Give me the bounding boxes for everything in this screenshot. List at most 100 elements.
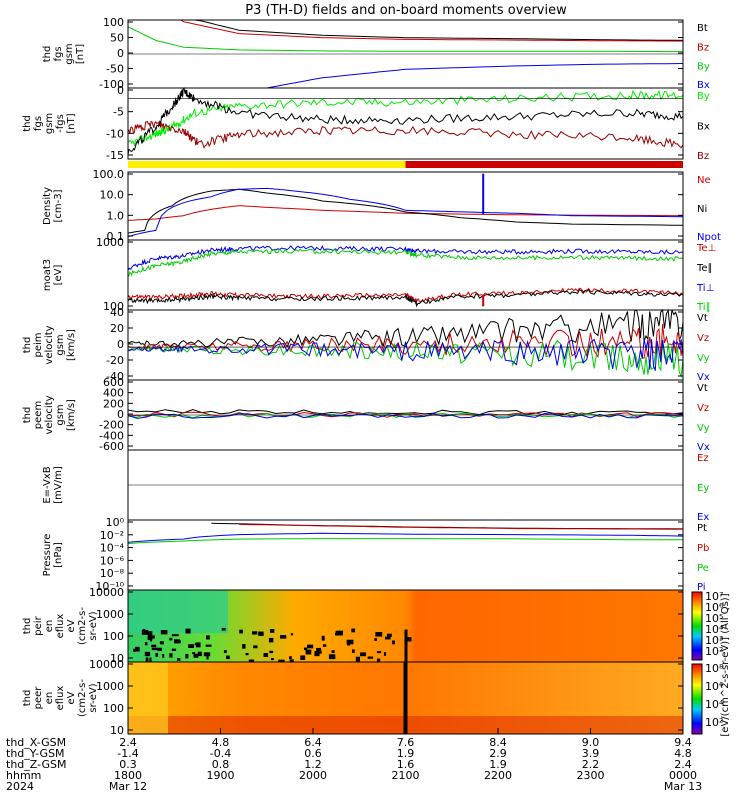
panel-temperature-series-Te∥ xyxy=(127,289,684,308)
panel-density-series-Ni xyxy=(127,188,684,234)
panel-peir_spec-gap xyxy=(268,637,274,643)
panel-peim_velocity-series-Vt xyxy=(127,308,684,348)
panel-temperature-legend-Ti∥: Ti∥ xyxy=(696,302,711,313)
plot-title: P3 (TH-D) fields and on-board moments ov… xyxy=(245,3,567,18)
panel-pressure-legend-Pb: Pb xyxy=(697,543,709,554)
panel-temperature-ylabel-line: [eV] xyxy=(53,265,64,286)
panel-peir_spec-ylabel-line: en xyxy=(44,620,55,633)
panel-temperature-ylabel-line: moat3 xyxy=(42,259,53,291)
panel-peim_velocity-ylabel-line: gsm xyxy=(55,334,66,355)
panel-fgs_gse_detail-ylabel-line: -fgs xyxy=(55,114,66,133)
panel-peer_spec-ytick-label: 10 xyxy=(110,724,124,737)
panel-pressure-series-Pi xyxy=(127,532,684,543)
panel-peir_spec-gap xyxy=(157,647,162,651)
panel-density-ytick-label: 1.0 xyxy=(107,209,125,222)
panel-peem_velocity-ylabel-line: [km/s] xyxy=(66,399,77,431)
panel-peir_spec-gap xyxy=(192,652,196,655)
panel-peim_velocity-ytick-label: 20 xyxy=(110,322,124,335)
panel-efield-legend-Ez: Ez xyxy=(697,453,709,464)
colorbar-bottom xyxy=(691,663,703,735)
panel-peir_spec-ytick-label: 10000 xyxy=(89,586,124,599)
panel-peer_spec-ytick-label: 100 xyxy=(103,702,124,715)
panel-peir_spec-gap xyxy=(269,628,275,633)
panel-peem_velocity-legend-Vx: Vx xyxy=(697,442,710,453)
panel-peir_spec-gap xyxy=(355,656,360,662)
panel-peir_spec-gap xyxy=(205,644,212,647)
panel-fgs_gsm-legend-Bz: Bz xyxy=(697,42,709,53)
panel-density-series-Npot xyxy=(127,187,684,238)
panel-temperature-ytick-label: 100 xyxy=(103,300,124,313)
panel-efield-legend-Ey: Ey xyxy=(697,483,709,494)
panel-peir_spec-gap xyxy=(305,649,312,655)
panel-peim_velocity-series-Vz xyxy=(127,324,684,359)
panel-peem_velocity-ytick-label: -600 xyxy=(99,440,124,453)
panel-temperature-series-Ti∥ xyxy=(127,248,684,277)
panel-peir_spec-gap xyxy=(289,656,292,660)
time-axis-value: 1.9 xyxy=(397,747,415,760)
panel-peim_velocity-ylabel-line: thd xyxy=(22,337,33,354)
panel-pressure-ylabel-line: Pressure xyxy=(42,534,53,577)
panel-peir_spec-gap xyxy=(169,653,173,658)
panel-peir_spec-gap xyxy=(145,657,149,662)
panel-fgs_gsm-ytick-label: -50 xyxy=(106,63,124,76)
time-axis-value: 6.4 xyxy=(304,736,322,749)
panel-peer_spec-ylabel-line: (cm2-s- xyxy=(77,679,88,717)
panel-peir_spec-ylabel-line: peir xyxy=(33,615,44,635)
panel-peim_velocity-ylabel-line: velocity xyxy=(44,325,55,364)
panel-peer_spec-ylabel-line: thd xyxy=(22,690,33,707)
panel-peir_spec-gap xyxy=(171,648,177,651)
panel-peir_spec-ylabel-line: (cm2-s- xyxy=(77,607,88,645)
panel-peim_velocity-legend-Vx: Vx xyxy=(697,372,710,383)
panel-peir_spec-gap xyxy=(328,654,336,660)
panel-fgs_gsm-series-By xyxy=(127,26,683,53)
panel-peir_spec-ylabel-line: thd xyxy=(22,618,33,635)
panel-fgs_gsm-ytick-label: -100 xyxy=(99,78,124,91)
panel-density-legend-Ni: Ni xyxy=(697,204,707,215)
panel-efield-ylabel-line: [mV/m] xyxy=(53,466,64,504)
panel-fgs_gse_detail-frame xyxy=(127,87,684,160)
panel-peir_spec-gap xyxy=(258,631,264,636)
panel-peer_spec-ylabel-line: en xyxy=(44,692,55,705)
panel-peir_spec-gap xyxy=(242,644,246,649)
panel-peem_velocity-ylabel-line: gsm xyxy=(55,404,66,425)
time-axis-value: 2.4 xyxy=(119,736,137,749)
colorbar-top-tick: 10⁵ xyxy=(705,612,723,625)
panel-peim_velocity-ytick-label: -20 xyxy=(106,354,124,367)
panel-fgs_gsm-ytick-label: 50 xyxy=(110,32,124,45)
panel-peir_spec-ylabel-line: eV xyxy=(66,619,77,632)
panel-peir_spec-gap xyxy=(160,629,168,635)
panel-pressure-ytick-label: 10⁻⁶ xyxy=(100,554,125,567)
panel-peem_velocity-ytick-label: -400 xyxy=(99,429,124,442)
time-axis-value: 2200 xyxy=(484,769,512,782)
panel-pressure-ytick-label: 10⁻² xyxy=(100,529,124,542)
colorbar-bottom-tick: 10⁴ xyxy=(705,698,724,711)
time-axis-value: 8.4 xyxy=(489,736,507,749)
panel-peir_spec-gap xyxy=(223,649,227,654)
colorbar-label: [eV/(cm^2-s-sr-eV)] (All Qs)] xyxy=(720,593,731,736)
panel-peir_spec-gap xyxy=(185,628,191,634)
time-axis-row-label: 2024 xyxy=(6,780,34,793)
panel-peir_spec-gap xyxy=(351,628,356,633)
panel-peir_spec-gap xyxy=(386,633,392,637)
panel-peim_velocity-ytick-label: 0 xyxy=(117,338,124,351)
panel-peir_spec-gap xyxy=(151,647,159,651)
panel-pressure-ytick-label: 10⁰ xyxy=(106,516,125,529)
time-axis-value: 2.4 xyxy=(674,758,692,771)
panel-peem_velocity-legend-Vz: Vz xyxy=(697,403,709,414)
panel-peir_spec-gap xyxy=(253,645,258,649)
panel-peir_spec-gap xyxy=(226,655,230,660)
panel-density-ytick-label: 100.0 xyxy=(93,168,125,181)
time-axis-value: 2000 xyxy=(299,769,327,782)
panel-peir_spec-gap xyxy=(279,635,287,639)
panel-peim_velocity-ytick-label: -40 xyxy=(106,370,124,383)
panel-pressure-ytick-label: 10⁻¹⁰ xyxy=(95,580,124,593)
panel-peir_spec-gap xyxy=(203,652,211,657)
panel-peem_velocity-ytick-label: -200 xyxy=(99,419,124,432)
time-axis-value: 0000 xyxy=(669,769,697,782)
panel-peir_spec-gap xyxy=(194,642,198,646)
panel-peir_spec-gap xyxy=(304,647,308,651)
panel-peer_spec-ylabel-line: peer xyxy=(33,686,44,710)
panel-fgs_gse_detail-ytick-label: -5 xyxy=(113,106,124,119)
panel-temperature-ytick-label: 1000 xyxy=(96,236,124,249)
panel-peer_spec-ylabel-line: sr-eV) xyxy=(88,683,99,712)
